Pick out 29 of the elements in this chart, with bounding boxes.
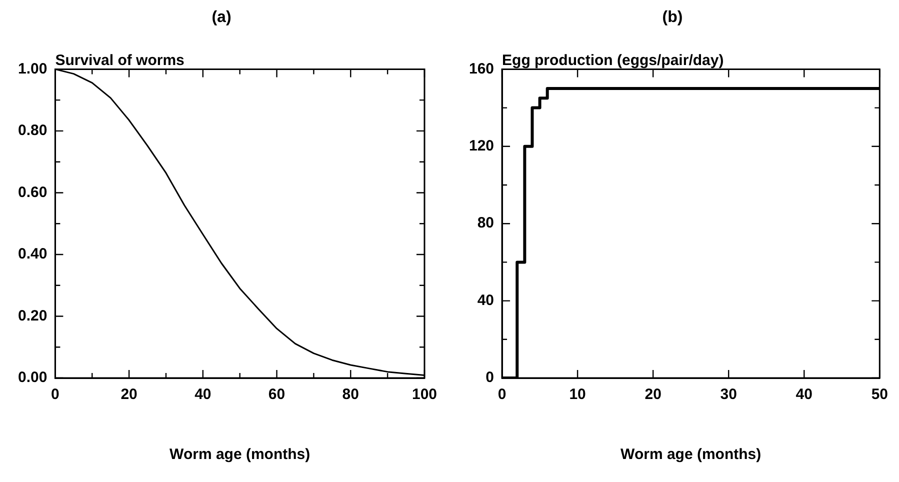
x-tick-label: 100: [412, 386, 437, 404]
chart-title: (b): [662, 9, 683, 26]
y-tick-label: 0.20: [18, 307, 48, 324]
y-tick-label: 0.60: [18, 184, 48, 201]
x-tick-label: 30: [720, 386, 737, 404]
y-tick-label: 0: [486, 369, 494, 386]
y-tick-label: 80: [477, 214, 494, 232]
x-tick-label: 0: [498, 386, 506, 404]
y-axis-title: Survival of worms: [55, 52, 184, 69]
y-axis-title: Egg production (eggs/pair/day): [502, 52, 724, 69]
x-axis-title: Worm age (months): [170, 446, 310, 464]
x-tick-label: 60: [268, 386, 286, 404]
y-tick-label: 40: [477, 292, 494, 309]
y-tick-label: 0.40: [18, 246, 48, 263]
x-axis-title: Worm age (months): [620, 446, 762, 464]
x-tick-label: 20: [120, 386, 138, 404]
x-tick-label: 50: [871, 386, 888, 404]
x-tick-label: 10: [569, 386, 586, 404]
x-tick-label: 0: [51, 386, 60, 404]
x-tick-label: 40: [796, 386, 812, 404]
y-tick-label: 0.80: [18, 122, 48, 140]
y-tick-label: 120: [468, 138, 494, 155]
y-tick-label: 1.00: [18, 60, 48, 78]
y-tick-label: 0.00: [18, 369, 48, 386]
x-tick-label: 20: [644, 386, 662, 404]
x-tick-label: 80: [342, 386, 359, 404]
y-tick-label: 160: [468, 60, 494, 78]
chart-title: (a): [212, 9, 232, 26]
x-tick-label: 40: [194, 386, 212, 404]
